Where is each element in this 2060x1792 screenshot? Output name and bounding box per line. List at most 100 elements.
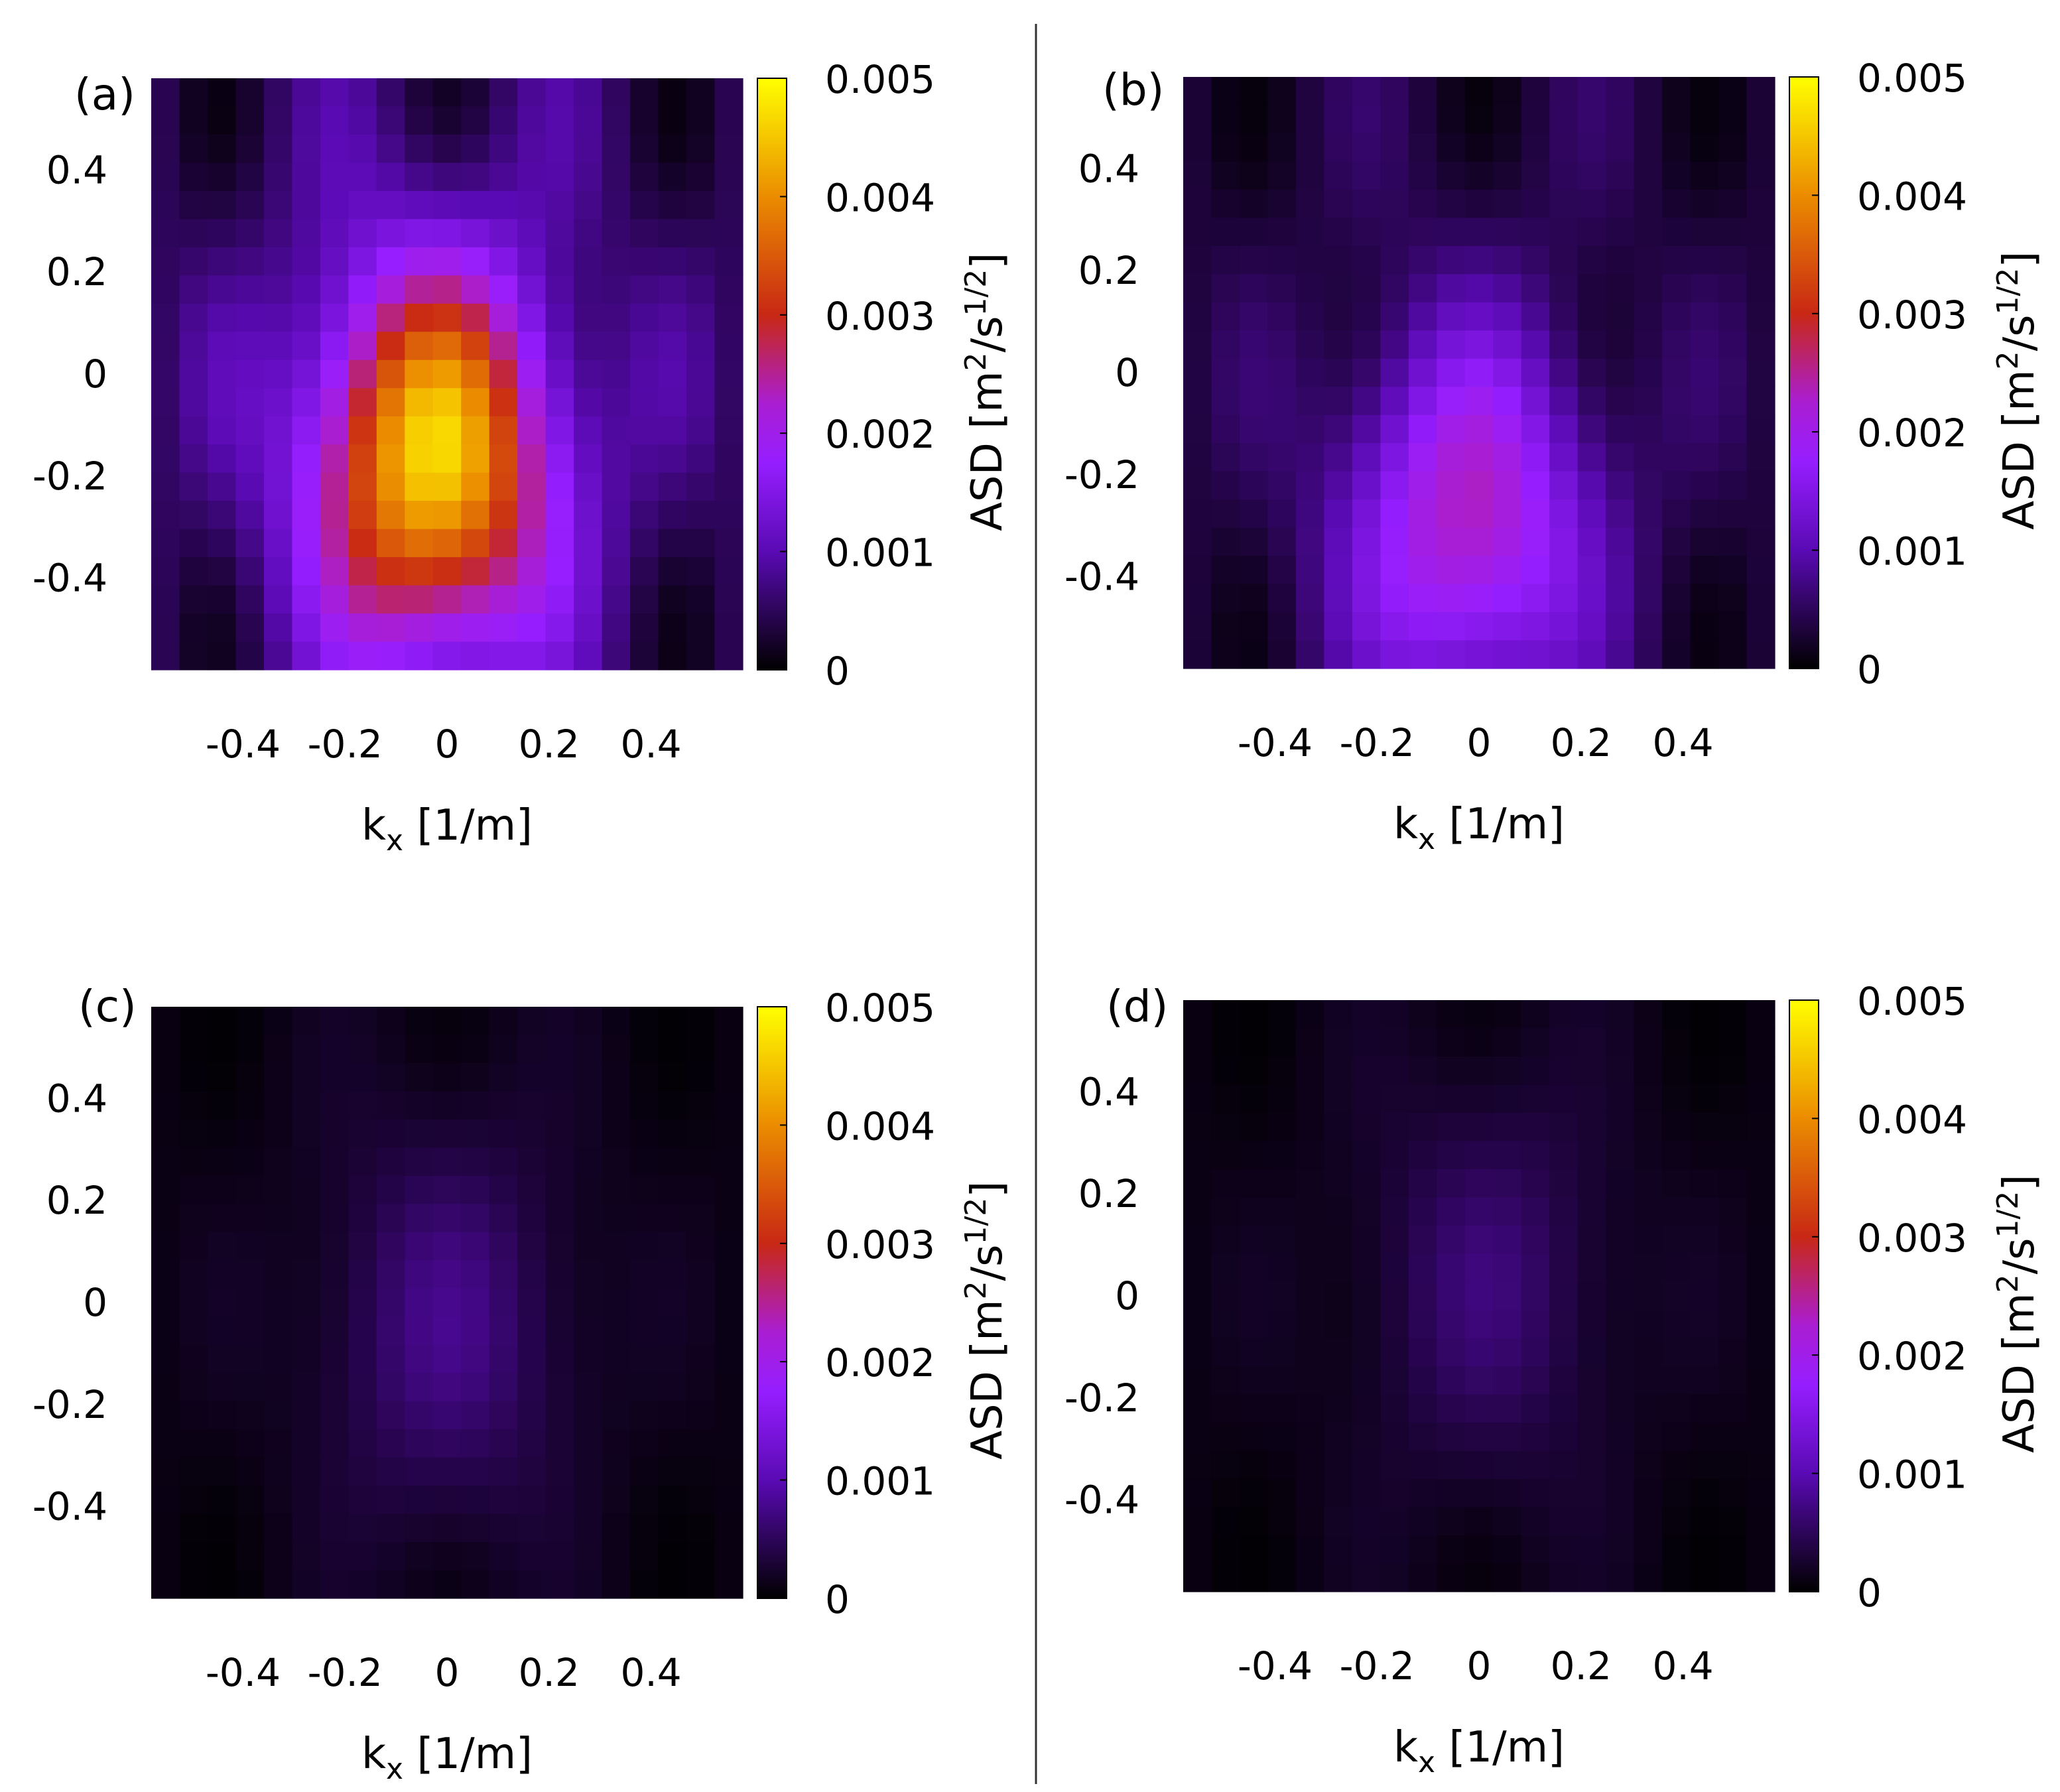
heatmap-cell xyxy=(179,1570,208,1599)
heatmap-cell xyxy=(517,247,547,276)
heatmap-cell xyxy=(1295,1169,1324,1198)
heatmap-cell xyxy=(1380,640,1409,669)
heatmap-cell xyxy=(1634,1338,1663,1367)
heatmap-cell xyxy=(1746,1169,1775,1198)
heatmap-cell xyxy=(1408,556,1437,585)
heatmap-cell xyxy=(292,641,321,671)
heatmap-cell xyxy=(405,1288,434,1317)
heatmap-cell xyxy=(1690,1084,1719,1114)
heatmap-cell xyxy=(1549,105,1578,134)
heatmap-cell xyxy=(714,1288,743,1317)
heatmap-cell xyxy=(320,303,349,332)
heatmap-cell xyxy=(1464,1084,1494,1114)
heatmap-cell xyxy=(1239,387,1269,416)
heatmap-cell xyxy=(292,529,321,558)
heatmap-cell xyxy=(320,1513,349,1543)
heatmap-cell xyxy=(179,1486,208,1515)
heatmap-cell xyxy=(574,416,603,445)
heatmap-cell xyxy=(179,1007,208,1036)
heatmap-cell xyxy=(1493,1423,1522,1452)
heatmap-cell xyxy=(1690,415,1719,444)
heatmap-cell xyxy=(1634,640,1663,669)
heatmap-cell xyxy=(1606,302,1635,331)
heatmap-cell xyxy=(1718,1028,1748,1057)
heatmap-cell xyxy=(1634,1394,1663,1423)
heatmap-cell xyxy=(1718,1197,1748,1226)
heatmap-cell xyxy=(602,1344,631,1374)
heatmap-cell xyxy=(292,190,321,220)
heatmap-cell xyxy=(630,1147,659,1177)
heatmap-cell xyxy=(1521,612,1550,641)
heatmap-cell xyxy=(574,1175,603,1204)
heatmap-cell xyxy=(1267,1450,1297,1480)
heatmap-cell xyxy=(1606,330,1635,359)
heatmap-cell xyxy=(405,1260,434,1289)
heatmap-cell xyxy=(1662,1507,1691,1536)
heatmap-cell xyxy=(1690,556,1719,585)
heatmap-cell xyxy=(1295,584,1324,613)
heatmap-cell xyxy=(630,219,659,248)
heatmap-cell xyxy=(1239,77,1269,106)
heatmap-cell xyxy=(1464,556,1494,585)
heatmap-cell xyxy=(1295,1423,1324,1452)
heatmap-cell xyxy=(517,501,547,530)
heatmap-cell xyxy=(1493,105,1522,134)
heatmap-cell xyxy=(1493,77,1522,106)
heatmap-cell xyxy=(235,1147,265,1177)
heatmap-cell xyxy=(602,1570,631,1599)
heatmap-cell xyxy=(1211,584,1240,613)
heatmap-cell xyxy=(207,1542,237,1571)
colorbar-tick-label: 0.005 xyxy=(1857,979,1967,1024)
heatmap-cell xyxy=(1324,471,1353,500)
heatmap-cell xyxy=(1662,1084,1691,1114)
heatmap-cell xyxy=(686,1091,716,1120)
heatmap-cell xyxy=(686,190,716,220)
heatmap-cell xyxy=(1267,1141,1297,1170)
heatmap-cell xyxy=(1690,245,1719,275)
heatmap-cell xyxy=(432,190,462,220)
heatmap-cell xyxy=(235,1429,265,1458)
heatmap-cell xyxy=(1267,1310,1297,1339)
heatmap-cell xyxy=(1408,612,1437,641)
heatmap-cell xyxy=(348,359,377,389)
heatmap-cell xyxy=(1662,1028,1691,1057)
heatmap-cell xyxy=(1718,1225,1748,1254)
heatmap-cell xyxy=(348,1091,377,1120)
heatmap-cell xyxy=(1408,415,1437,444)
heatmap-cell xyxy=(489,1232,518,1261)
heatmap-cell xyxy=(432,1204,462,1233)
heatmap-cell xyxy=(686,641,716,671)
heatmap-cell xyxy=(179,359,208,389)
heatmap-cell xyxy=(1295,1197,1324,1226)
heatmap-cell xyxy=(1662,1056,1691,1086)
heatmap-cell xyxy=(1437,443,1466,472)
heatmap-cell xyxy=(686,1542,716,1571)
y-tick-label: 0.4 xyxy=(1078,1069,1139,1114)
heatmap-cell xyxy=(517,444,547,474)
heatmap-cell xyxy=(1380,105,1409,134)
heatmap-cell xyxy=(1295,556,1324,585)
heatmap-cell xyxy=(1690,471,1719,500)
heatmap-cell xyxy=(1606,640,1635,669)
heatmap-cell xyxy=(1380,1535,1409,1565)
heatmap-cell xyxy=(1211,1281,1240,1311)
heatmap-cell xyxy=(320,78,349,107)
heatmap-cell xyxy=(1718,1563,1748,1592)
heatmap-cell xyxy=(545,1373,574,1402)
heatmap-cell xyxy=(1718,358,1748,387)
heatmap-cell xyxy=(1437,1000,1466,1029)
heatmap-cell xyxy=(630,1232,659,1261)
heatmap-cell xyxy=(320,529,349,558)
heatmap-cell xyxy=(405,557,434,586)
heatmap-cell xyxy=(235,219,265,248)
heatmap-cell xyxy=(1183,1479,1212,1508)
heatmap-cell xyxy=(292,444,321,474)
heatmap-cell xyxy=(602,1204,631,1233)
heatmap-cell xyxy=(1267,1535,1297,1565)
heatmap-cell xyxy=(602,1373,631,1402)
heatmap-cell xyxy=(1746,105,1775,134)
heatmap-cell xyxy=(630,106,659,135)
y-tick-label: 0.4 xyxy=(46,1076,107,1121)
heatmap-cell xyxy=(179,1513,208,1543)
heatmap-cell xyxy=(263,416,292,445)
